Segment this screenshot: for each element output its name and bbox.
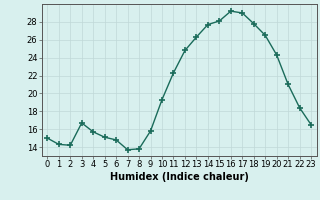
X-axis label: Humidex (Indice chaleur): Humidex (Indice chaleur): [110, 172, 249, 182]
